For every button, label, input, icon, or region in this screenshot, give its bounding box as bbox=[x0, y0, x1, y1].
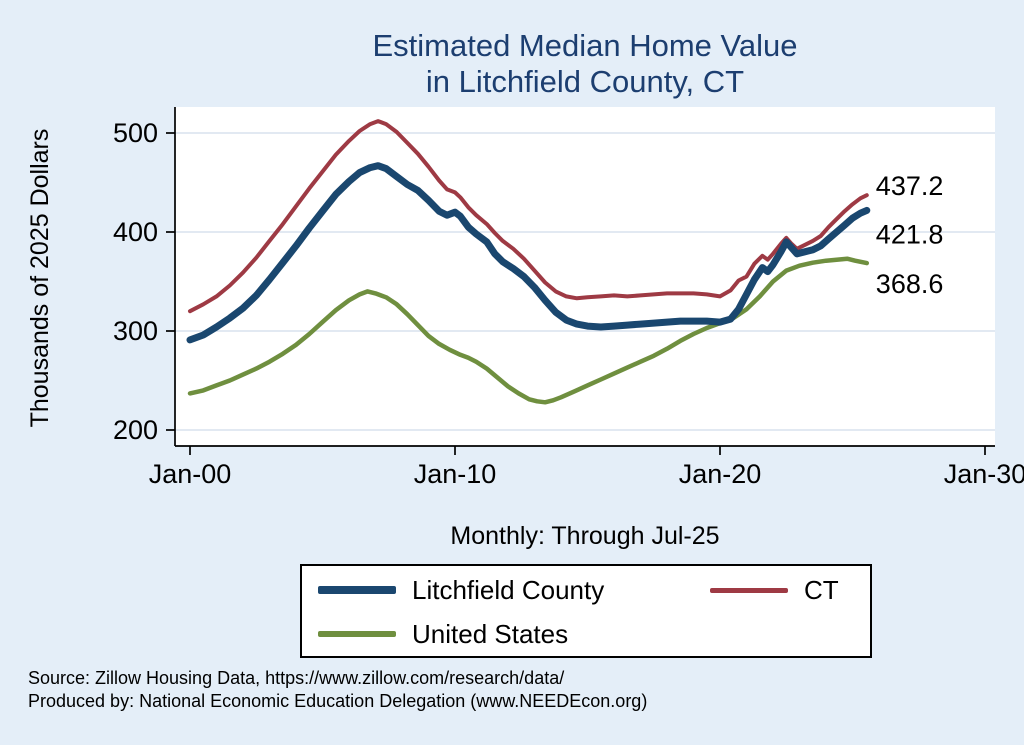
x-tick-label: Jan-10 bbox=[414, 459, 497, 489]
y-tick-label: 400 bbox=[113, 217, 158, 247]
y-tick-label: 200 bbox=[113, 415, 158, 445]
legend-swatch-litchfield-county bbox=[318, 586, 396, 594]
x-tick-label: Jan-20 bbox=[679, 459, 762, 489]
end-label-litchfield-county: 421.8 bbox=[876, 219, 944, 249]
source-note-line1: Source: Zillow Housing Data, https://www… bbox=[28, 668, 565, 688]
x-tick-label: Jan-30 bbox=[944, 459, 1024, 489]
legend-item-united-states: United States bbox=[318, 619, 710, 650]
x-tick-label: Jan-00 bbox=[149, 459, 232, 489]
legend-item-ct: CT bbox=[710, 575, 870, 606]
y-tick-label: 500 bbox=[113, 118, 158, 148]
source-note-line2: Produced by: National Economic Education… bbox=[28, 691, 648, 711]
series-line-united-states bbox=[187, 256, 870, 405]
legend: Litchfield County CT United States bbox=[300, 564, 872, 658]
series-line-litchfield-county bbox=[186, 162, 871, 344]
legend-swatch-united-states bbox=[318, 631, 396, 637]
legend-label-united-states: United States bbox=[412, 618, 569, 649]
legend-label-ct: CT bbox=[804, 574, 839, 605]
source-notes: Source: Zillow Housing Data, https://www… bbox=[28, 667, 647, 713]
end-label-ct: 437.2 bbox=[876, 171, 944, 201]
chart-title-line2: in Litchfield County, CT bbox=[425, 64, 745, 99]
y-tick-label: 300 bbox=[113, 316, 158, 346]
end-label-united-states: 368.6 bbox=[876, 269, 944, 299]
legend-item-litchfield-county: Litchfield County bbox=[318, 575, 710, 606]
legend-label-litchfield-county: Litchfield County bbox=[412, 574, 605, 605]
chart-subtitle: Monthly: Through Jul-25 bbox=[450, 522, 720, 550]
plot-area bbox=[175, 107, 995, 446]
legend-swatch-ct bbox=[710, 587, 788, 593]
chart-title: Estimated Median Home Value in Litchfiel… bbox=[175, 28, 995, 100]
chart-title-line1: Estimated Median Home Value bbox=[372, 28, 798, 63]
